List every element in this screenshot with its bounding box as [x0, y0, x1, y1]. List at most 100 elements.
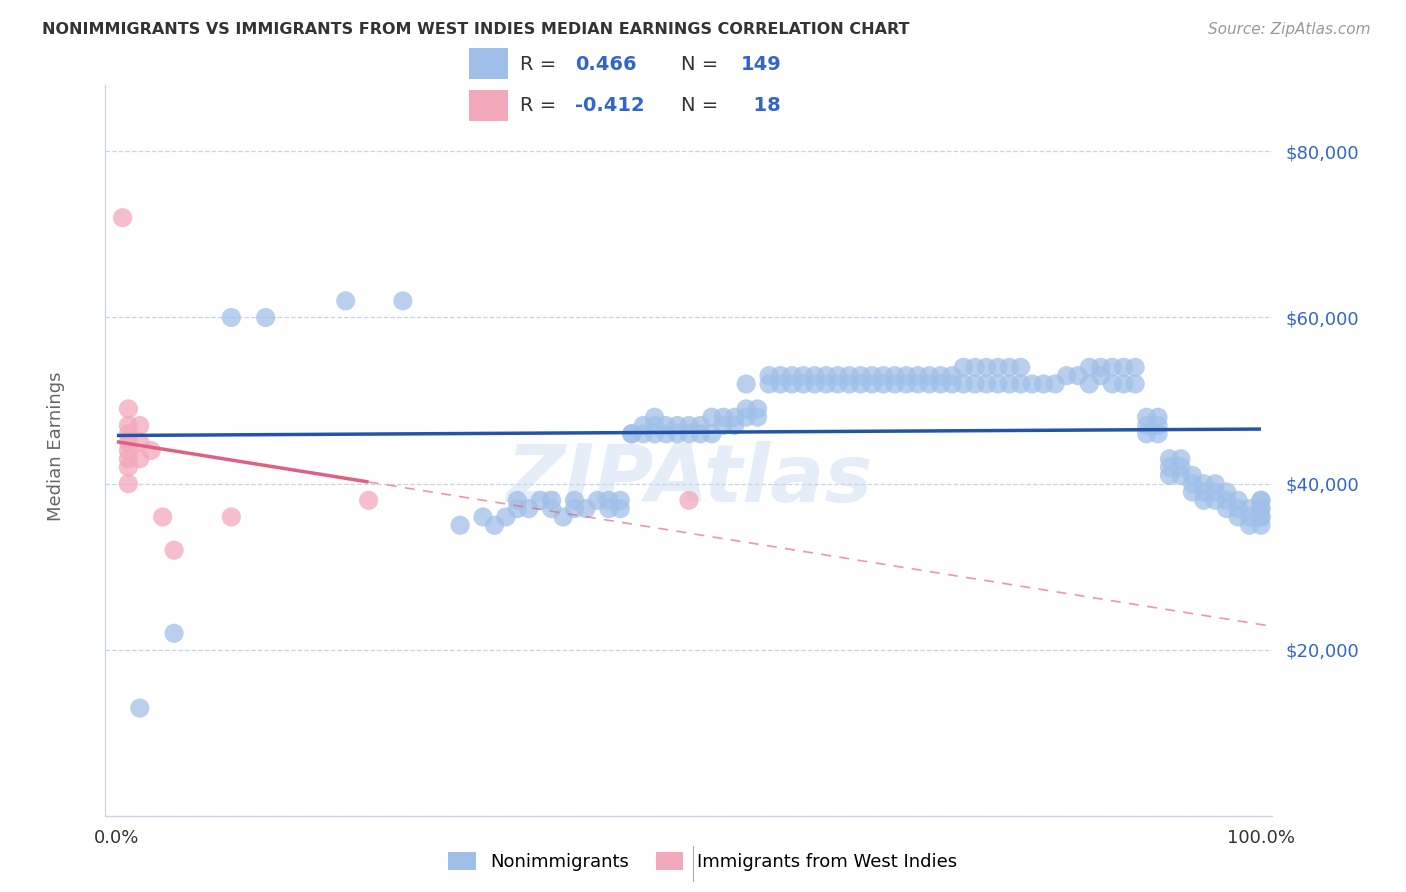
Point	[1101, 376, 1123, 391]
Point	[1135, 418, 1157, 433]
Point	[1192, 485, 1215, 500]
Point	[1112, 360, 1135, 375]
Point	[1239, 501, 1261, 516]
Point	[860, 376, 883, 391]
Point	[827, 368, 849, 383]
Bar	[468, 90, 508, 121]
Point	[1181, 476, 1204, 491]
Point	[117, 476, 139, 491]
Point	[1250, 510, 1272, 524]
Point	[883, 376, 905, 391]
Legend: Nonimmigrants, Immigrants from West Indies: Nonimmigrants, Immigrants from West Indi…	[441, 845, 965, 879]
Point	[941, 368, 963, 383]
Point	[758, 376, 780, 391]
Point	[1090, 360, 1112, 375]
Point	[517, 501, 540, 516]
Point	[644, 426, 666, 441]
Point	[221, 310, 243, 325]
Point	[655, 418, 678, 433]
Point	[506, 501, 529, 516]
Point	[1056, 368, 1078, 383]
Point	[1101, 360, 1123, 375]
Point	[735, 376, 758, 391]
Point	[117, 435, 139, 450]
Point	[1250, 501, 1272, 516]
Point	[689, 426, 711, 441]
Point	[849, 376, 872, 391]
Point	[700, 426, 723, 441]
Point	[952, 376, 974, 391]
Text: N =: N =	[682, 95, 725, 115]
Point	[551, 510, 574, 524]
Point	[1147, 410, 1170, 425]
Point	[484, 518, 506, 533]
Point	[506, 493, 529, 508]
Point	[609, 493, 631, 508]
Point	[769, 376, 792, 391]
Point	[998, 376, 1021, 391]
Point	[644, 410, 666, 425]
Point	[1010, 376, 1032, 391]
Point	[128, 418, 150, 433]
Point	[907, 368, 929, 383]
Text: -0.412: -0.412	[575, 95, 645, 115]
Point	[1239, 518, 1261, 533]
Point	[666, 418, 689, 433]
Point	[792, 376, 814, 391]
Point	[907, 376, 929, 391]
Point	[792, 368, 814, 383]
Text: 18: 18	[741, 95, 782, 115]
Point	[598, 501, 620, 516]
Point	[1123, 360, 1146, 375]
Point	[631, 426, 654, 441]
Point	[1192, 493, 1215, 508]
Point	[598, 493, 620, 508]
Point	[529, 493, 551, 508]
Point	[976, 360, 998, 375]
Point	[735, 401, 758, 416]
Point	[335, 293, 357, 308]
Point	[1010, 360, 1032, 375]
Point	[586, 493, 609, 508]
Point	[780, 376, 803, 391]
Point	[711, 410, 734, 425]
Point	[987, 360, 1010, 375]
Point	[941, 376, 963, 391]
Point	[1043, 376, 1066, 391]
Point	[952, 360, 974, 375]
Point	[700, 410, 723, 425]
Point	[689, 418, 711, 433]
Point	[1227, 510, 1250, 524]
Point	[141, 443, 163, 458]
Point	[128, 435, 150, 450]
Point	[540, 501, 562, 516]
Point	[472, 510, 495, 524]
Point	[449, 518, 471, 533]
Point	[163, 626, 186, 640]
Point	[976, 376, 998, 391]
Point	[1215, 493, 1237, 508]
Text: NONIMMIGRANTS VS IMMIGRANTS FROM WEST INDIES MEDIAN EARNINGS CORRELATION CHART: NONIMMIGRANTS VS IMMIGRANTS FROM WEST IN…	[42, 22, 910, 37]
Point	[1147, 418, 1170, 433]
Point	[1159, 451, 1181, 466]
Point	[1250, 510, 1272, 524]
Point	[769, 368, 792, 383]
Point	[815, 376, 838, 391]
Point	[872, 376, 894, 391]
Point	[896, 376, 918, 391]
Point	[1078, 360, 1101, 375]
Point	[111, 211, 134, 225]
Point	[678, 493, 700, 508]
Point	[735, 410, 758, 425]
Point	[564, 493, 586, 508]
Point	[1215, 485, 1237, 500]
Point	[357, 493, 380, 508]
Point	[804, 376, 827, 391]
Point	[747, 410, 769, 425]
Point	[1147, 426, 1170, 441]
Point	[804, 368, 827, 383]
Point	[117, 426, 139, 441]
Point	[678, 418, 700, 433]
Point	[929, 376, 952, 391]
Point	[1159, 460, 1181, 475]
